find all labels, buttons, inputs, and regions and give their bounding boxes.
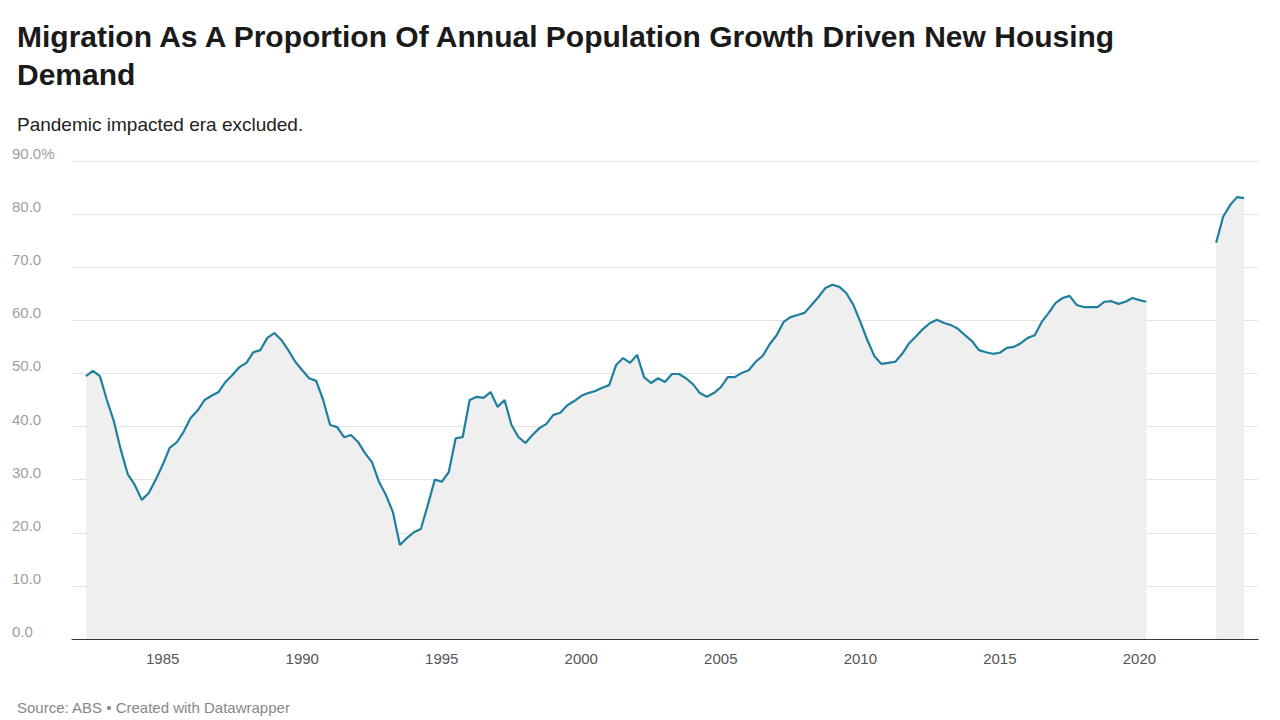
svg-text:Migration As A Proportion Of A: Migration As A Proportion Of Annual Popu… — [17, 20, 1123, 53]
svg-text:1995: 1995 — [425, 650, 458, 667]
svg-text:2015: 2015 — [983, 650, 1016, 667]
svg-text:Source: ABS • Created with Dat: Source: ABS • Created with Datawrapper — [17, 699, 290, 716]
svg-text:20.0: 20.0 — [12, 517, 41, 534]
svg-text:70.0: 70.0 — [12, 251, 41, 268]
svg-text:90.0%: 90.0% — [12, 145, 55, 162]
svg-text:50.0: 50.0 — [12, 357, 41, 374]
svg-text:2020: 2020 — [1123, 650, 1156, 667]
svg-text:10.0: 10.0 — [12, 570, 41, 587]
svg-text:80.0: 80.0 — [12, 198, 41, 215]
svg-text:30.0: 30.0 — [12, 464, 41, 481]
svg-text:Pandemic impacted era excluded: Pandemic impacted era excluded. — [17, 114, 303, 135]
svg-text:1990: 1990 — [286, 650, 319, 667]
svg-text:2005: 2005 — [704, 650, 737, 667]
svg-text:0.0: 0.0 — [12, 623, 33, 640]
svg-text:60.0: 60.0 — [12, 304, 41, 321]
svg-text:1985: 1985 — [146, 650, 179, 667]
svg-text:2000: 2000 — [565, 650, 598, 667]
svg-text:Demand: Demand — [17, 58, 135, 91]
svg-text:2010: 2010 — [844, 650, 877, 667]
svg-text:40.0: 40.0 — [12, 411, 41, 428]
